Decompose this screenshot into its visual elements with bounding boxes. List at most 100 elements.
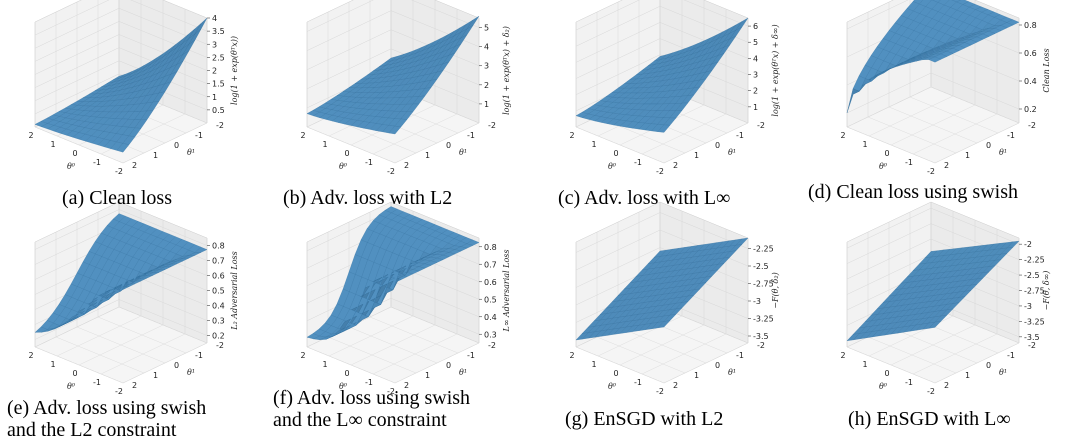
grid-line bbox=[34, 73, 208, 115]
grid-line bbox=[34, 60, 208, 101]
x-tick-label: 2 bbox=[28, 131, 33, 140]
x-tick-label: 0 bbox=[613, 369, 618, 378]
y-axis-label: θ¹ bbox=[459, 368, 467, 377]
y-tick-label: -1 bbox=[736, 131, 744, 140]
z-tick-label: 6 bbox=[753, 22, 758, 31]
z-tick-label: 2.5 bbox=[212, 53, 225, 62]
y-tick-label: 1 bbox=[153, 371, 158, 380]
grid-line bbox=[663, 122, 749, 164]
grid-line bbox=[575, 5, 749, 47]
y-tick-label: 1 bbox=[965, 151, 970, 160]
grid-line bbox=[394, 342, 480, 384]
x-tick-label: 2 bbox=[840, 351, 845, 360]
x-tick-label: 2 bbox=[300, 351, 305, 360]
z-tick-label: 0.8 bbox=[212, 242, 225, 251]
grid-line bbox=[34, 0, 208, 36]
surface-facet bbox=[306, 110, 320, 116]
z-tick-label: 4 bbox=[212, 14, 217, 23]
grid-line bbox=[34, 299, 208, 340]
x-tick-label: 2 bbox=[28, 351, 33, 360]
surface-facet bbox=[931, 0, 941, 3]
z-tick-label: 2 bbox=[753, 87, 758, 96]
x-axis-label: θ⁰ bbox=[879, 382, 888, 391]
z-axis-label: Clean Loss bbox=[1042, 48, 1051, 92]
surface-plot-svg: 2 1 0 -1 -2 θ⁰ -2 -1 0 1 2 θ¹ 0.2 0.3 0.4 0.5 0.6 0.7 0.8 L… bbox=[28, 201, 239, 396]
y-tick-label: 0 bbox=[446, 141, 451, 150]
y-tick-label: 1 bbox=[694, 371, 699, 380]
y-tick-label: 0 bbox=[174, 361, 179, 370]
surface-facet bbox=[575, 332, 589, 341]
z-tick-label: 0.6 bbox=[212, 272, 225, 281]
x-tick-label: 1 bbox=[862, 140, 867, 149]
y-axis-label: θ¹ bbox=[999, 148, 1007, 157]
grid-line bbox=[888, 106, 978, 144]
surface-plot-svg: 2 1 0 -1 -2 θ⁰ -2 -1 0 1 2 θ¹ 0.3 0.4 0.5 0.6 0.7 0.8 L∞ A… bbox=[300, 201, 511, 396]
y-tick-label: 2 bbox=[404, 381, 409, 390]
caption-f: (f) Adv. loss using swish and the L∞ cons… bbox=[273, 387, 471, 431]
x-axis-label: θ⁰ bbox=[879, 162, 888, 171]
caption-h: (h) EnSGD with L∞ bbox=[848, 408, 1011, 430]
grid-line bbox=[394, 122, 480, 164]
y-tick-label: -2 bbox=[488, 121, 496, 130]
grid-line bbox=[122, 122, 208, 164]
z-tick-label: 0.4 bbox=[1024, 77, 1037, 86]
y-tick-label: 2 bbox=[132, 381, 137, 390]
x-tick-label: -2 bbox=[387, 167, 395, 176]
x-axis-label: θ⁰ bbox=[67, 162, 76, 171]
y-tick-label: 2 bbox=[944, 161, 949, 170]
z-tick-label: -3 bbox=[1024, 302, 1032, 311]
y-axis-label: θ¹ bbox=[999, 368, 1007, 377]
z-tick-label: 0.3 bbox=[484, 330, 497, 339]
y-tick-label: 1 bbox=[425, 371, 430, 380]
x-tick-label: 2 bbox=[840, 131, 845, 140]
grid-line bbox=[888, 326, 978, 364]
z-tick-label: -2 bbox=[1024, 240, 1032, 249]
grid-line bbox=[34, 47, 208, 88]
y-axis-label: θ¹ bbox=[728, 368, 736, 377]
x-tick-label: -1 bbox=[365, 158, 373, 167]
grid-line bbox=[575, 0, 749, 31]
x-tick-label: -2 bbox=[656, 387, 664, 396]
x-axis-label: θ⁰ bbox=[67, 382, 76, 391]
z-axis-label: −F(θ, δ₂) bbox=[771, 272, 780, 308]
y-tick-label: -1 bbox=[1007, 131, 1015, 140]
z-tick-label: 2 bbox=[212, 67, 217, 76]
z-tick-label: 2 bbox=[484, 81, 489, 90]
z-axis-label: L₂ Adversarial Loss bbox=[230, 251, 239, 331]
z-axis-label: log(1 + exp(θᵀx) + δ∞) bbox=[771, 24, 780, 116]
z-tick-label: 0.5 bbox=[212, 287, 225, 296]
x-tick-label: -1 bbox=[634, 158, 642, 167]
x-tick-label: 1 bbox=[322, 140, 327, 149]
z-axis-label: L∞ Adversarial Loss bbox=[502, 250, 511, 333]
panel-f: 2 1 0 -1 -2 θ⁰ -2 -1 0 1 2 θ¹ 0.3 0.4 0.5 0.6 0.7 0.8 L∞ A… bbox=[272, 201, 532, 396]
y-tick-label: 1 bbox=[965, 371, 970, 380]
grid-line bbox=[912, 113, 998, 155]
x-tick-label: 1 bbox=[322, 360, 327, 369]
x-tick-label: 0 bbox=[72, 149, 77, 158]
y-tick-label: -2 bbox=[216, 121, 224, 130]
y-tick-label: 2 bbox=[673, 381, 678, 390]
caption-d: (d) Clean loss using swish bbox=[808, 181, 1018, 203]
z-tick-label: 0.4 bbox=[484, 313, 497, 322]
surface-plot-svg: 2 1 0 -1 -2 θ⁰ -2 -1 0 1 2 θ¹ -2.25 -2.5 -2.75 -3 -3.25 -… bbox=[569, 201, 780, 396]
surface-plot-svg: 2 1 0 -1 -2 θ⁰ -2 -1 0 1 2 θ¹ 1 2 3 4 5 6 log(1 + exp(θᵀx)… bbox=[569, 0, 780, 176]
y-axis-label: θ¹ bbox=[459, 148, 467, 157]
x-tick-label: -1 bbox=[93, 378, 101, 387]
grid-line bbox=[118, 306, 208, 344]
z-tick-label: 3.5 bbox=[212, 27, 225, 36]
z-tick-label: -2.75 bbox=[1024, 287, 1045, 296]
z-tick-label: 0.2 bbox=[1024, 105, 1037, 114]
grid-line bbox=[122, 342, 208, 384]
z-tick-label: 0.2 bbox=[212, 332, 225, 341]
surface-facet bbox=[575, 112, 589, 118]
x-tick-label: 1 bbox=[862, 360, 867, 369]
grid-line bbox=[34, 0, 208, 23]
grid-line bbox=[663, 342, 749, 384]
z-tick-label: 3 bbox=[753, 71, 758, 80]
z-tick-label: 0.6 bbox=[484, 278, 497, 287]
x-tick-label: 0 bbox=[344, 369, 349, 378]
y-tick-label: 2 bbox=[404, 161, 409, 170]
x-tick-label: 1 bbox=[591, 360, 596, 369]
z-tick-label: 0.8 bbox=[1024, 21, 1037, 30]
grid-line bbox=[390, 306, 480, 344]
